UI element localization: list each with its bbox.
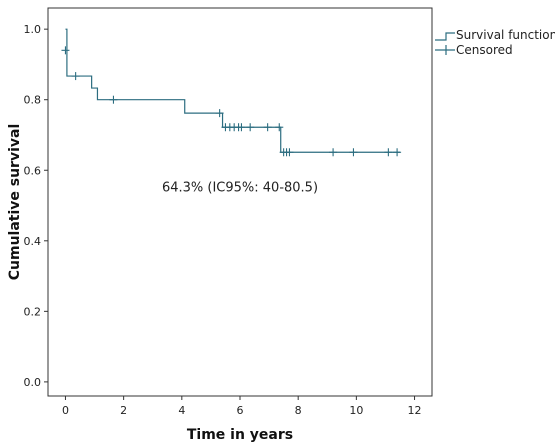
y-tick-label: 0.0	[24, 376, 42, 389]
legend-censored-icon	[435, 45, 455, 55]
survival-estimate-annotation: 64.3% (IC95%: 40-80.5)	[162, 180, 318, 195]
y-tick-label: 0.8	[24, 94, 42, 107]
y-tick-label: 0.6	[24, 164, 42, 177]
y-tick-label: 1.0	[24, 23, 42, 36]
plot-area-frame	[47, 7, 433, 397]
x-tick-label: 4	[178, 404, 185, 417]
x-tick-label: 8	[295, 404, 302, 417]
x-axis-ticks: 0 2 4 6 8 10 12	[62, 396, 422, 417]
censored-marks	[61, 46, 402, 157]
legend-label-censored: Censored	[456, 43, 513, 57]
legend-label-survival-function: Survival function	[456, 28, 555, 42]
y-tick-label: 0.2	[24, 305, 42, 318]
legend: Survival function Censored	[435, 28, 555, 57]
survival-function-line	[65, 28, 400, 153]
legend-line-icon	[435, 32, 455, 41]
x-tick-label: 0	[62, 404, 69, 417]
y-axis-label: Cumulative survival	[7, 124, 23, 281]
y-tick-label: 0.4	[24, 235, 42, 248]
x-tick-label: 10	[349, 404, 363, 417]
x-tick-label: 12	[408, 404, 422, 417]
x-tick-label: 6	[237, 404, 244, 417]
y-axis-ticks: 0.0 0.2 0.4 0.6 0.8 1.0	[24, 23, 48, 389]
x-tick-label: 2	[120, 404, 127, 417]
x-axis-label: Time in years	[187, 427, 293, 443]
